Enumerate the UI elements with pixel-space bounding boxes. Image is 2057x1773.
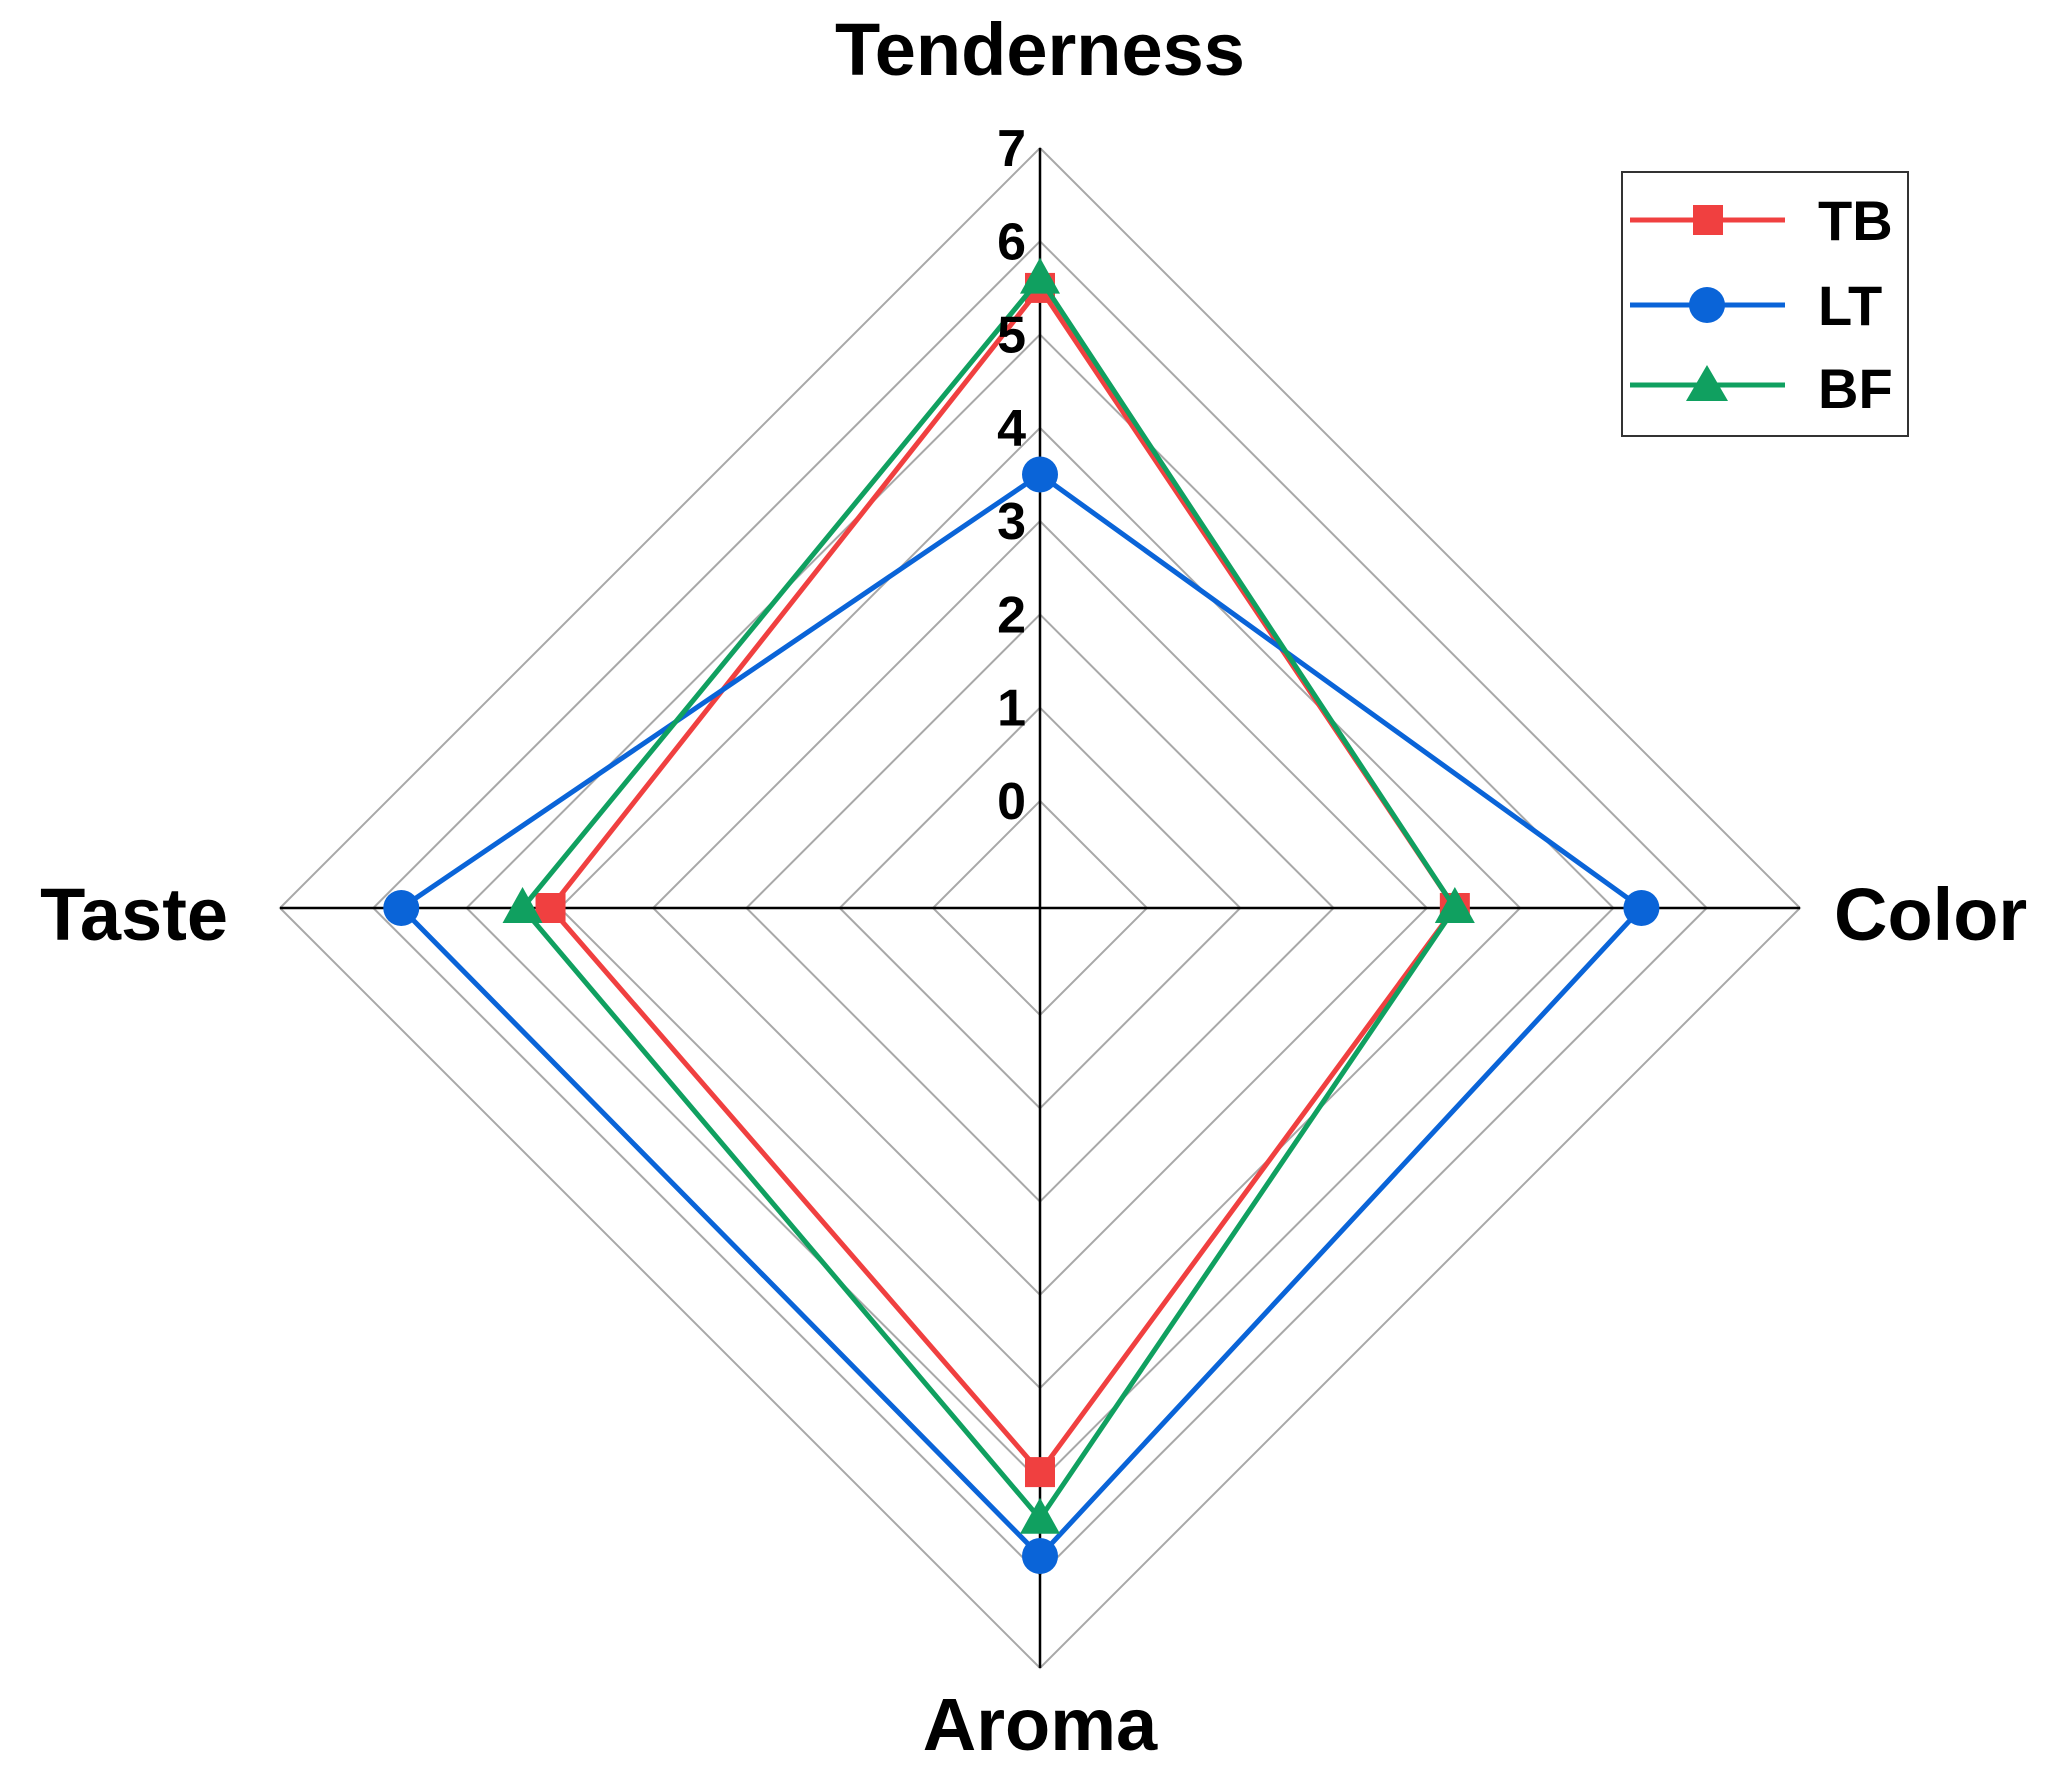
- tick-label: 2: [997, 586, 1026, 644]
- data-point: [502, 887, 543, 923]
- series-lt: [383, 456, 1660, 1575]
- legend-label-tb: TB: [1818, 189, 1893, 252]
- radar-series: [383, 257, 1660, 1575]
- data-point: [1020, 1497, 1060, 1534]
- series-bf: [502, 257, 1475, 1534]
- legend-marker-circle: [1689, 287, 1725, 323]
- axis-label-tenderness: Tenderness: [835, 8, 1245, 91]
- tick-label: 1: [997, 680, 1026, 738]
- axis-label-taste: Taste: [40, 873, 228, 956]
- data-point: [1025, 1457, 1055, 1488]
- axis-label-aroma: Aroma: [923, 1683, 1158, 1766]
- data-point: [535, 893, 566, 923]
- data-point: [1434, 887, 1475, 923]
- legend-marker-square: [1693, 205, 1723, 235]
- tick-label: 3: [997, 493, 1026, 551]
- data-point: [1022, 456, 1058, 493]
- tick-label: 4: [997, 400, 1026, 458]
- tick-label: 5: [997, 307, 1026, 365]
- axis-label-color: Color: [1834, 873, 2027, 956]
- legend-entry-lt: LT: [1630, 274, 1882, 337]
- data-point: [1020, 257, 1060, 294]
- tick-labels: 0 1 2 3 4 5 6 7: [997, 120, 1026, 831]
- legend-label-lt: LT: [1818, 274, 1882, 337]
- legend-entry-bf: BF: [1630, 357, 1893, 420]
- data-point: [1022, 1538, 1058, 1575]
- tick-label: 0: [997, 773, 1026, 831]
- legend-marker-triangle: [1686, 365, 1728, 401]
- radar-axes: [280, 148, 1800, 1668]
- tick-label: 6: [997, 213, 1026, 271]
- legend: TB LT BF: [1621, 171, 1909, 437]
- legend-label-bf: BF: [1818, 357, 1893, 420]
- data-point: [1623, 890, 1660, 926]
- tick-label: 7: [997, 120, 1026, 178]
- legend-entry-tb: TB: [1630, 189, 1893, 252]
- data-point: [383, 890, 420, 926]
